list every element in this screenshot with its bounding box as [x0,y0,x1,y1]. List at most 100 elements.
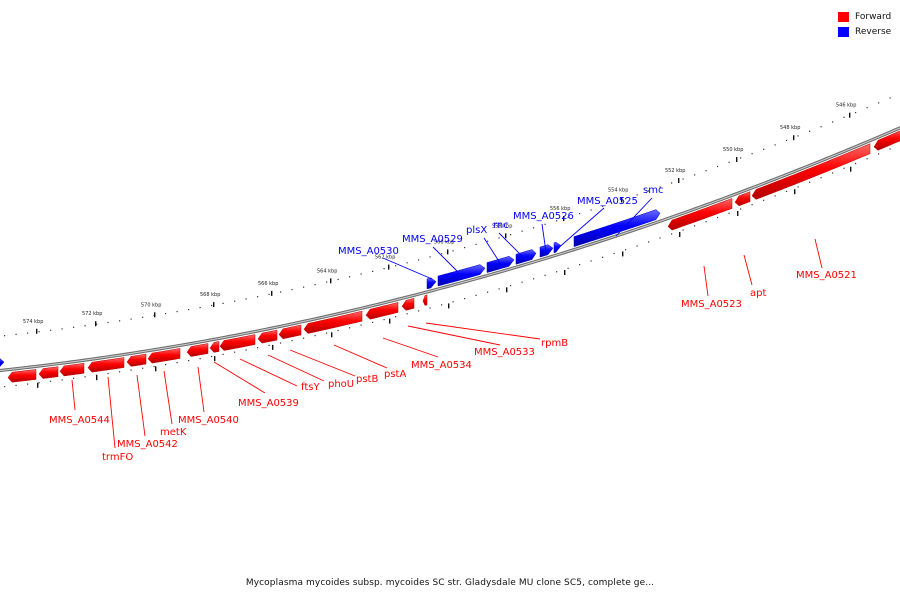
minor-tick [855,163,857,165]
minor-tick [705,170,707,172]
gene-label: MMS_A0530 [338,246,399,257]
minor-tick [625,198,627,200]
minor-tick [751,153,753,155]
minor-tick [602,205,604,207]
gene-label: pstA [384,369,406,380]
minor-tick [119,371,121,373]
minor-tick [211,355,213,358]
minor-tick [452,250,454,252]
minor-tick [682,229,684,231]
gene-label: MMS_A0523 [681,299,742,310]
tick-label: 554 kbp [608,187,628,193]
gene-label: MMS_A0526 [513,211,574,222]
minor-tick [567,216,569,218]
minor-tick [245,298,247,300]
leader-line [541,223,547,253]
tick-label: 572 kbp [82,311,102,317]
minor-tick [406,313,408,315]
leader-line [382,337,439,358]
major-tick [678,178,680,183]
forward-gene-arrow [87,357,125,373]
forward-gene-arrow [186,343,209,357]
minor-tick [142,316,144,318]
minor-tick [176,362,178,364]
major-ticks: 574 kbp 572 kbp 570 kbp 568 kbp 566 kbp 564 k… [23,103,856,388]
major-tick [214,356,216,362]
major-tick [564,270,566,275]
minor-tick [832,121,834,123]
leader-line [615,197,653,237]
minor-tick [84,376,86,378]
minor-tick [866,158,868,160]
leader-line [289,349,356,377]
minor-tick [636,194,638,196]
minor-tick [15,333,17,335]
minor-tick [15,384,17,386]
minor-tick [326,281,328,283]
forward-gene-arrow [422,294,428,306]
legend-reverse: Reverse [838,24,891,39]
gene-label: trmFO [102,452,133,463]
minor-tick [291,340,293,342]
forward-gene-arrow [257,329,278,344]
legend-forward: Forward [838,9,891,24]
tick-label: 556 kbp [550,206,570,212]
minor-tick [176,311,178,313]
gene-label: rnc [493,220,509,231]
forward-gene-arrow [365,302,399,320]
leader-line [814,238,823,269]
minor-tick [613,252,615,255]
minor-tick [406,262,408,264]
tick-label: 570 kbp [141,302,161,308]
minor-tick [199,307,201,309]
minor-tick [441,304,443,306]
leader-line [743,254,753,286]
leader-line [407,325,501,346]
reverse-gene-arrow [515,249,537,265]
minor-tick [820,126,822,128]
minor-tick [717,165,719,168]
minor-tick [234,300,236,302]
minor-tick [671,233,673,235]
minor-tick [694,174,696,176]
major-tick [154,312,156,318]
minor-tick [165,313,167,315]
major-tick [96,375,98,381]
forward-gene-arrow [7,369,37,383]
major-tick [95,321,97,327]
minor-tick [889,97,891,99]
minor-tick [659,186,661,188]
major-tick [849,112,851,118]
forward-swatch [838,11,849,22]
minor-tick [234,351,236,353]
minor-tick [878,102,880,104]
major-tick [36,328,38,334]
gene-label: MMS_A0540 [178,415,239,426]
minor-tick [521,281,523,283]
major-tick [331,332,333,338]
leader-line [498,232,526,260]
minor-tick [188,360,190,362]
gene-label: MMS_A0539 [238,398,299,409]
gene-label: MMS_A0529 [402,234,463,245]
minor-tick [682,178,684,180]
minor-tick [498,288,500,290]
minor-tick [556,220,558,222]
gene-label: MMS_A0521 [796,270,857,281]
minor-tick [73,377,75,379]
minor-tick [107,372,109,375]
minor-tick [257,296,259,298]
tick-label: 548 kbp [780,125,800,131]
forward-gene-arrow [209,341,220,353]
minor-tick [418,259,420,261]
minor-tick [337,278,339,281]
major-tick [679,232,681,237]
minor-tick [222,353,224,355]
gene-label: apt [750,288,766,299]
minor-tick [521,230,523,232]
leader-line [239,358,298,387]
leader-line [71,379,76,411]
minor-tick [61,379,63,381]
